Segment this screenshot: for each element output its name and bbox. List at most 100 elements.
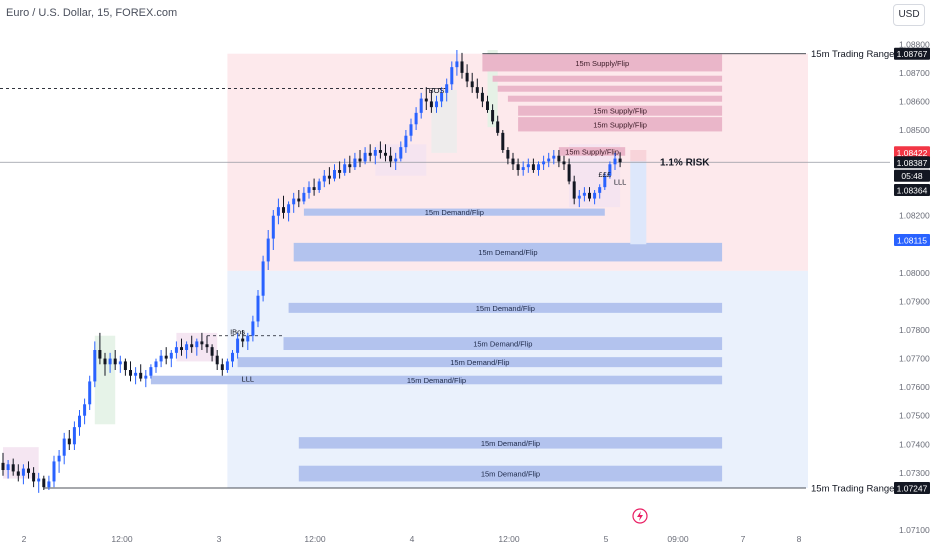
candle-body bbox=[16, 471, 20, 476]
supply-zone bbox=[497, 85, 723, 92]
candle-body bbox=[598, 187, 602, 193]
candle-body bbox=[588, 192, 591, 199]
candle-body bbox=[603, 175, 607, 188]
price-tag bbox=[894, 184, 930, 196]
candle-body bbox=[169, 352, 173, 359]
candle-body bbox=[516, 164, 520, 170]
candle-body bbox=[440, 92, 444, 102]
candle-body bbox=[282, 207, 285, 213]
candle-body bbox=[83, 404, 87, 416]
chart-annotation: BOS bbox=[429, 86, 445, 95]
candle-body bbox=[562, 161, 566, 165]
demand-zone-label: 15m Demand/Flip bbox=[476, 304, 535, 313]
candle-body bbox=[271, 215, 275, 239]
candle-body bbox=[98, 350, 102, 359]
candle-body bbox=[384, 152, 387, 156]
y-tick-label: 1.07100 bbox=[899, 525, 930, 535]
supply-zone-label: 15m Supply/Flip bbox=[565, 147, 619, 156]
candle-body bbox=[134, 372, 138, 376]
candle-body bbox=[445, 84, 449, 93]
price-tag bbox=[894, 146, 930, 159]
supply-zone bbox=[518, 117, 723, 132]
demand-zone-label: 15m Demand/Flip bbox=[481, 470, 540, 479]
candle-body bbox=[42, 478, 46, 488]
consolidation-box bbox=[94, 335, 116, 425]
stop-box bbox=[630, 150, 647, 162]
candle-body bbox=[118, 361, 122, 365]
x-tick-label: 09:00 bbox=[667, 534, 689, 544]
candle-body bbox=[307, 187, 311, 193]
candle-body bbox=[266, 238, 270, 262]
candle-body bbox=[195, 341, 199, 348]
demand-zone-label: 15m Demand/Flip bbox=[407, 376, 466, 385]
candle-body bbox=[486, 101, 489, 110]
candle-body bbox=[537, 164, 540, 170]
demand-zone-label: 15m Demand/Flip bbox=[473, 340, 532, 349]
candle-body bbox=[409, 124, 413, 136]
price-tag-label: 1.08767 bbox=[897, 49, 928, 59]
candle-body bbox=[547, 158, 551, 162]
candle-body bbox=[215, 355, 219, 365]
candle-body bbox=[276, 207, 280, 216]
price-tag-label: 1.08364 bbox=[897, 186, 928, 196]
candle-body bbox=[261, 261, 265, 296]
candle-body bbox=[302, 192, 306, 202]
candle-body bbox=[11, 464, 15, 472]
y-tick-label: 1.07500 bbox=[899, 411, 930, 421]
candle-body bbox=[419, 98, 423, 113]
candle-body bbox=[455, 61, 459, 68]
y-tick-label: 1.07300 bbox=[899, 468, 930, 478]
price-tag bbox=[894, 482, 930, 494]
candle-body bbox=[327, 175, 331, 179]
candle-body bbox=[501, 132, 505, 150]
supply-zone bbox=[507, 95, 723, 102]
candle-body bbox=[322, 175, 326, 182]
candle-body bbox=[103, 358, 107, 365]
candle-body bbox=[373, 150, 377, 156]
lightning-bolt-icon bbox=[637, 511, 643, 521]
candle-body bbox=[149, 367, 153, 376]
candle-body bbox=[164, 355, 168, 359]
candle-body bbox=[32, 472, 36, 482]
candle-body bbox=[618, 158, 622, 163]
candle-body bbox=[378, 150, 382, 153]
consolidation-box bbox=[431, 90, 457, 153]
candle-body bbox=[531, 164, 535, 170]
demand-zone bbox=[288, 302, 723, 313]
currency-button[interactable]: USD bbox=[893, 4, 925, 26]
candle-body bbox=[348, 164, 352, 168]
candle-body bbox=[154, 361, 158, 368]
candle-body bbox=[429, 101, 433, 108]
y-tick-label: 1.07900 bbox=[899, 296, 930, 306]
y-tick-label: 1.08600 bbox=[899, 96, 930, 106]
price-tag-label: 1.08422 bbox=[897, 148, 928, 158]
candle-body bbox=[450, 67, 454, 85]
candle-body bbox=[205, 344, 209, 348]
supply-zone bbox=[518, 105, 723, 116]
trading-range-label: 15m Trading Range bbox=[811, 49, 894, 60]
candle-body bbox=[185, 344, 189, 350]
x-tick-label: 12:00 bbox=[304, 534, 326, 544]
candle-body bbox=[93, 350, 97, 382]
y-tick-label: 1.07700 bbox=[899, 354, 930, 364]
candle-body bbox=[52, 461, 56, 482]
risk-box bbox=[630, 158, 647, 245]
candle-body bbox=[6, 464, 10, 470]
y-tick-label: 1.08500 bbox=[899, 125, 930, 135]
candle-body bbox=[27, 468, 30, 473]
candle-body bbox=[577, 195, 581, 199]
candle-body bbox=[210, 347, 214, 356]
candle-body bbox=[338, 170, 342, 173]
candle-body bbox=[246, 335, 250, 342]
y-tick-label: 1.08700 bbox=[899, 68, 930, 78]
candle-body bbox=[491, 110, 495, 122]
price-tag-label: 05:48 bbox=[901, 171, 923, 181]
chart-annotation: IBos bbox=[230, 327, 245, 336]
supply-zone-label: 15m Supply/Flip bbox=[575, 59, 629, 68]
candle-body bbox=[88, 381, 92, 405]
supply-zone bbox=[482, 54, 723, 72]
x-tick-label: 12:00 bbox=[111, 534, 133, 544]
candle-body bbox=[317, 181, 321, 190]
